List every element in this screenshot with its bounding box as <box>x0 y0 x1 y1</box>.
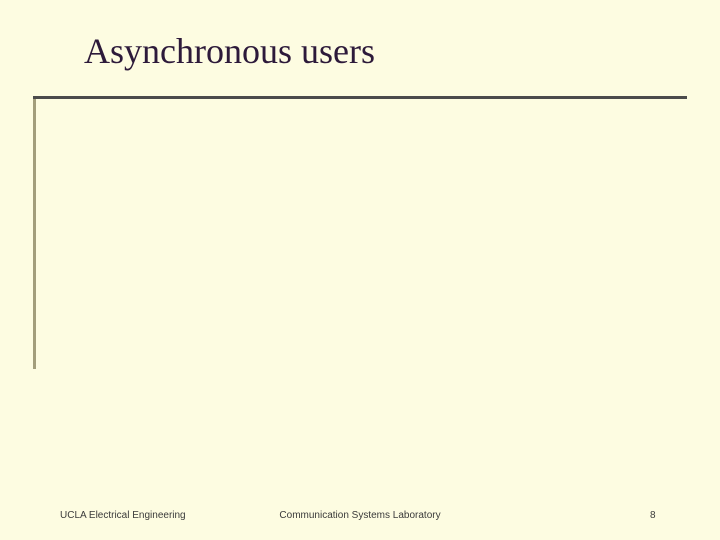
left-accent-bar <box>33 99 36 369</box>
slide: Asynchronous users UCLA Electrical Engin… <box>0 0 720 540</box>
footer-left: UCLA Electrical Engineering <box>60 510 186 521</box>
slide-title: Asynchronous users <box>84 30 375 72</box>
footer-page-number: 8 <box>650 510 656 521</box>
title-underline <box>33 96 687 99</box>
footer-center: Communication Systems Laboratory <box>279 510 440 521</box>
